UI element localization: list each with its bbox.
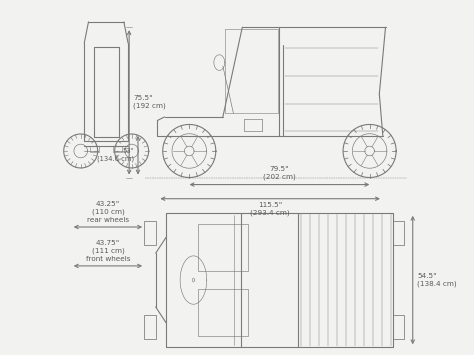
Text: 43.75"
(111 cm)
front wheels: 43.75" (111 cm) front wheels: [86, 240, 130, 262]
Bar: [392, 221, 404, 245]
Bar: [113, 146, 122, 152]
Bar: [145, 315, 155, 339]
Text: 75.5"
(192 cm): 75.5" (192 cm): [133, 95, 166, 109]
Text: 43.25"
(110 cm)
rear wheels: 43.25" (110 cm) rear wheels: [87, 201, 129, 223]
Bar: [198, 224, 248, 271]
Text: 115.5"
(293.4 cm): 115.5" (293.4 cm): [250, 202, 290, 216]
Bar: [392, 315, 404, 339]
Bar: [145, 221, 155, 245]
Text: 53"
(134.6 cm): 53" (134.6 cm): [97, 148, 134, 162]
Bar: [90, 146, 99, 152]
Text: 79.5"
(202 cm): 79.5" (202 cm): [263, 166, 296, 180]
Text: 54.5"
(138.4 cm): 54.5" (138.4 cm): [417, 273, 456, 287]
Bar: [198, 289, 248, 337]
